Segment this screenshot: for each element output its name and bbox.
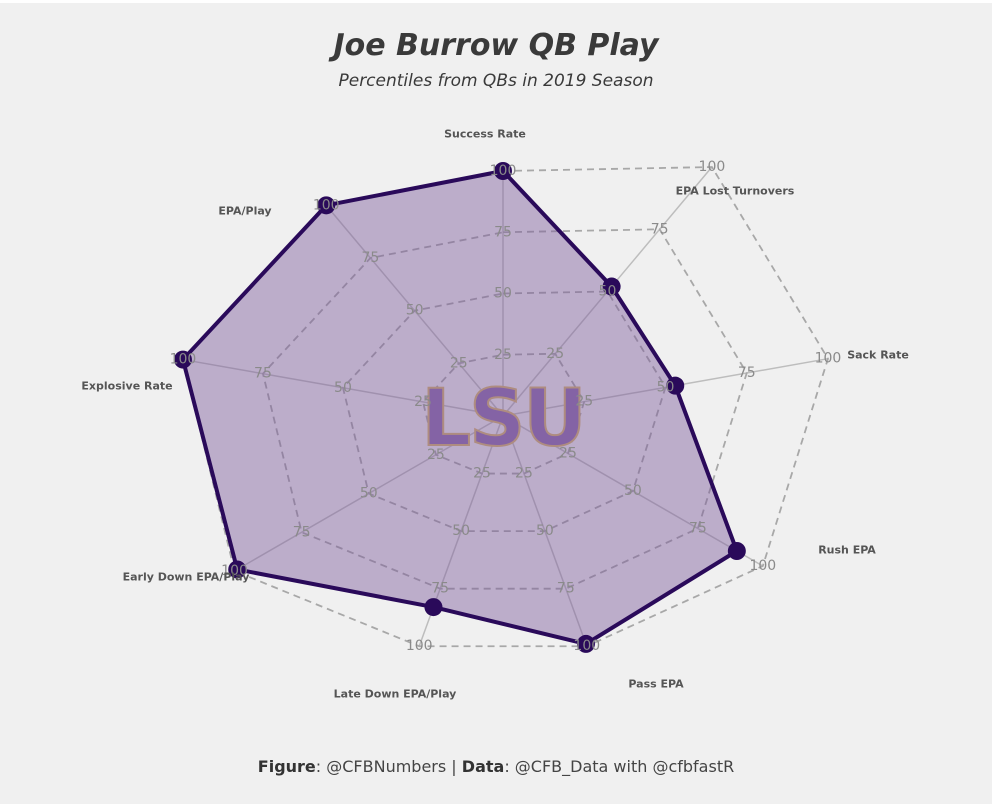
data-point <box>576 634 595 653</box>
tick-label: 100 <box>221 563 248 579</box>
footer-figure-value: : @CFBNumbers | <box>315 757 462 776</box>
tick-label: 25 <box>450 355 468 371</box>
data-point <box>424 598 443 617</box>
data-point <box>317 196 336 215</box>
category-label: Early Down EPA/Play <box>123 571 250 584</box>
category-label: Late Down EPA/Play <box>334 688 457 701</box>
category-label: Sack Rate <box>847 349 909 362</box>
tick-label: 100 <box>313 197 340 213</box>
category-label: Pass EPA <box>628 678 684 691</box>
tick-label: 25 <box>575 394 593 410</box>
tick-label: 100 <box>815 351 842 367</box>
footer-data-label: Data <box>461 757 505 776</box>
grid-layer <box>181 166 829 648</box>
tick-label: 100 <box>699 159 726 175</box>
tick-label: 100 <box>170 352 197 368</box>
category-label: Explosive Rate <box>81 380 172 393</box>
grid-ring <box>261 228 748 590</box>
tick-label: 75 <box>689 521 707 537</box>
lsu-logo-text: LSU <box>421 374 584 464</box>
tick-label: 75 <box>738 365 756 381</box>
data-point <box>173 350 192 369</box>
chart-figure: LSU 25 25 25 25 25 25 25 25 25 50 50 50 50 50 50 50 50 50… <box>0 3 992 804</box>
chart-subtitle: Percentiles from QBs in 2019 Season <box>338 71 654 91</box>
tick-label: 50 <box>657 379 675 395</box>
data-point <box>228 560 247 579</box>
tick-label: 75 <box>494 224 512 240</box>
tick-label: 25 <box>427 447 445 463</box>
tick-label: 50 <box>494 286 512 302</box>
footer-data-value: : @CFB_Data with @cfbfastR <box>504 757 735 776</box>
tick-label: 75 <box>254 366 272 382</box>
tick-label: 50 <box>599 284 617 300</box>
grid-ring <box>341 290 667 533</box>
chart-footer: Figure: @CFBNumbers | Data: @CFB_Data wi… <box>0 757 992 776</box>
tick-label: 25 <box>515 466 533 482</box>
tick-label: 75 <box>651 221 669 237</box>
tick-label: 100 <box>490 163 517 179</box>
tick-label: 75 <box>431 581 449 597</box>
lsu-logo: LSU <box>420 373 587 465</box>
tick-label: 100 <box>406 638 433 654</box>
tick-label: 25 <box>494 347 512 363</box>
tick-label: 25 <box>559 446 577 462</box>
radar-chart: LSU 25 25 25 25 25 25 25 25 25 50 50 50 50 50 50 50 50 50… <box>81 128 908 701</box>
footer-figure-label: Figure <box>257 757 316 776</box>
tick-label: 50 <box>406 303 424 319</box>
tick-label: 25 <box>546 346 564 362</box>
series-layer <box>173 162 746 653</box>
tick-label: 100 <box>573 638 600 654</box>
label-layer: 25 25 25 25 25 25 25 25 25 50 50 50 50 50 50 50 50 50 75 75… <box>81 128 908 701</box>
series-area <box>180 169 739 646</box>
tick-label: 75 <box>293 524 311 540</box>
tick-label: 75 <box>557 581 575 597</box>
tick-label: 25 <box>473 466 491 482</box>
data-point <box>494 162 512 180</box>
tick-label: 50 <box>334 380 352 396</box>
data-point <box>727 542 746 560</box>
tick-label: 25 <box>414 394 432 410</box>
category-label: Rush EPA <box>818 544 876 557</box>
grid-ring <box>421 352 586 475</box>
tick-label: 50 <box>360 486 378 502</box>
tick-label: 50 <box>624 483 642 499</box>
tick-label: 75 <box>362 250 380 266</box>
tick-label: 50 <box>452 523 470 539</box>
tick-label: 50 <box>536 523 554 539</box>
data-point <box>666 376 685 395</box>
category-label: EPA Lost Turnovers <box>676 185 795 198</box>
grid-ring <box>181 166 829 648</box>
tick-label: 100 <box>749 558 776 574</box>
data-point <box>602 277 621 296</box>
category-label: EPA/Play <box>218 205 271 218</box>
category-label: Success Rate <box>444 128 526 141</box>
chart-title: Joe Burrow QB Play <box>333 28 659 63</box>
